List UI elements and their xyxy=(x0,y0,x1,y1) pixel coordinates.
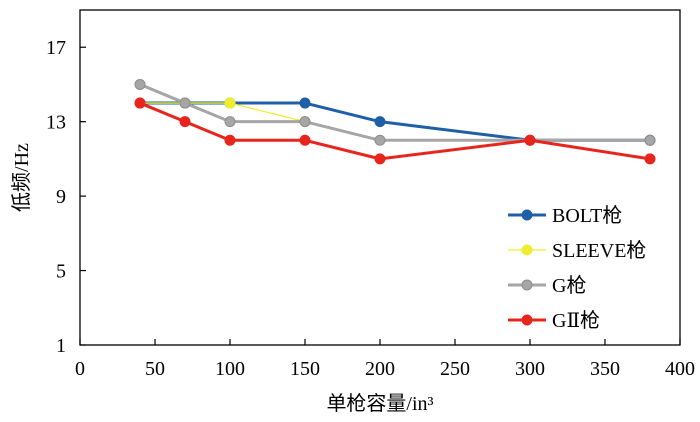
data-point xyxy=(644,153,656,165)
legend-label: BOLT枪 xyxy=(552,204,622,227)
x-tick-label: 200 xyxy=(365,358,395,380)
data-point xyxy=(299,116,311,128)
y-axis-title: 低频/Hz xyxy=(10,143,33,212)
data-point xyxy=(134,97,146,109)
data-point xyxy=(179,97,191,109)
data-point xyxy=(299,134,311,146)
x-axis-title: 单枪容量/in³ xyxy=(326,392,433,415)
y-tick-label: 9 xyxy=(56,186,66,208)
data-point xyxy=(224,97,236,109)
data-point xyxy=(179,116,191,128)
data-point xyxy=(224,116,236,128)
y-tick-label: 1 xyxy=(56,335,66,357)
legend-label: G枪 xyxy=(552,274,586,297)
x-tick-label: 50 xyxy=(145,358,165,380)
ticks: 0 50 100 150 200 250 300 350 400 1 5 9 13 17 xyxy=(46,37,695,380)
y-tick-label: 5 xyxy=(56,261,66,283)
x-tick-label: 300 xyxy=(515,358,545,380)
data-point xyxy=(224,134,236,146)
legend: BOLT枪 SLEEVE枪 G枪 GⅡ枪 xyxy=(508,204,646,332)
data-point xyxy=(644,134,656,146)
x-tick-label: 400 xyxy=(665,358,695,380)
data-point xyxy=(524,134,536,146)
series-line xyxy=(140,102,306,123)
data-point xyxy=(374,134,386,146)
data-point xyxy=(299,97,311,109)
y-tick-label: 13 xyxy=(46,112,66,134)
series-3 xyxy=(134,97,656,165)
data-point xyxy=(134,78,146,90)
x-tick-label: 150 xyxy=(290,358,320,380)
x-tick-label: 250 xyxy=(440,358,470,380)
x-tick-label: 100 xyxy=(215,358,245,380)
y-tick-label: 17 xyxy=(46,37,66,59)
legend-label: GⅡ枪 xyxy=(552,309,600,332)
legend-item: SLEEVE枪 xyxy=(508,239,646,262)
legend-item: BOLT枪 xyxy=(508,204,622,227)
legend-item: GⅡ枪 xyxy=(508,309,600,332)
series-layer xyxy=(134,78,656,165)
legend-marker xyxy=(521,279,533,291)
x-tick-label: 0 xyxy=(75,358,85,380)
legend-marker xyxy=(521,209,533,221)
data-point xyxy=(374,153,386,165)
x-tick-label: 350 xyxy=(590,358,620,380)
data-point xyxy=(374,116,386,128)
legend-item: G枪 xyxy=(508,274,586,297)
legend-label: SLEEVE枪 xyxy=(552,239,646,262)
legend-marker xyxy=(521,314,533,326)
legend-marker xyxy=(521,244,533,256)
